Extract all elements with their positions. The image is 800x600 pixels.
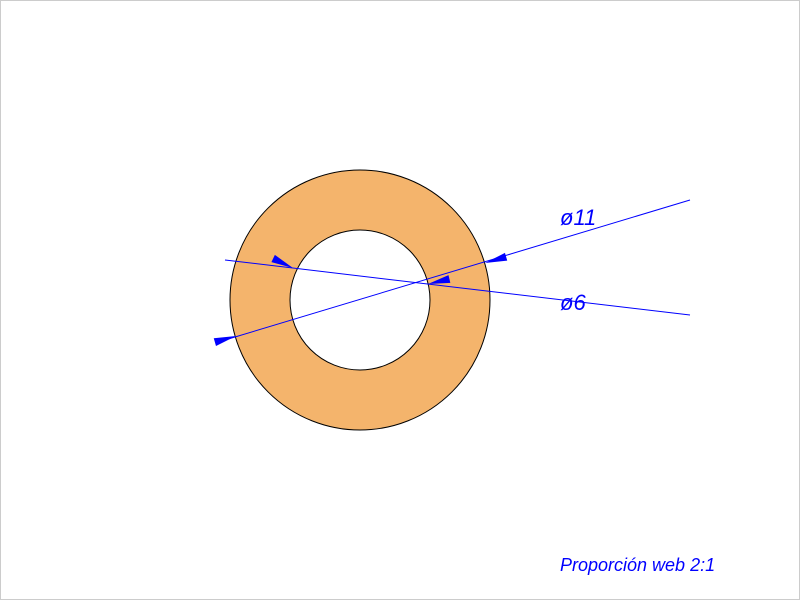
dimension-arrow-outer-2	[485, 253, 507, 263]
dimension-label-outer: ø11	[560, 205, 596, 231]
dimension-label-inner: ø6	[560, 290, 586, 316]
dimension-arrow-outer-1	[214, 336, 236, 346]
diagram-canvas	[0, 0, 800, 600]
proportion-footer: Proporción web 2:1	[560, 555, 715, 576]
ring-shape	[230, 170, 490, 430]
